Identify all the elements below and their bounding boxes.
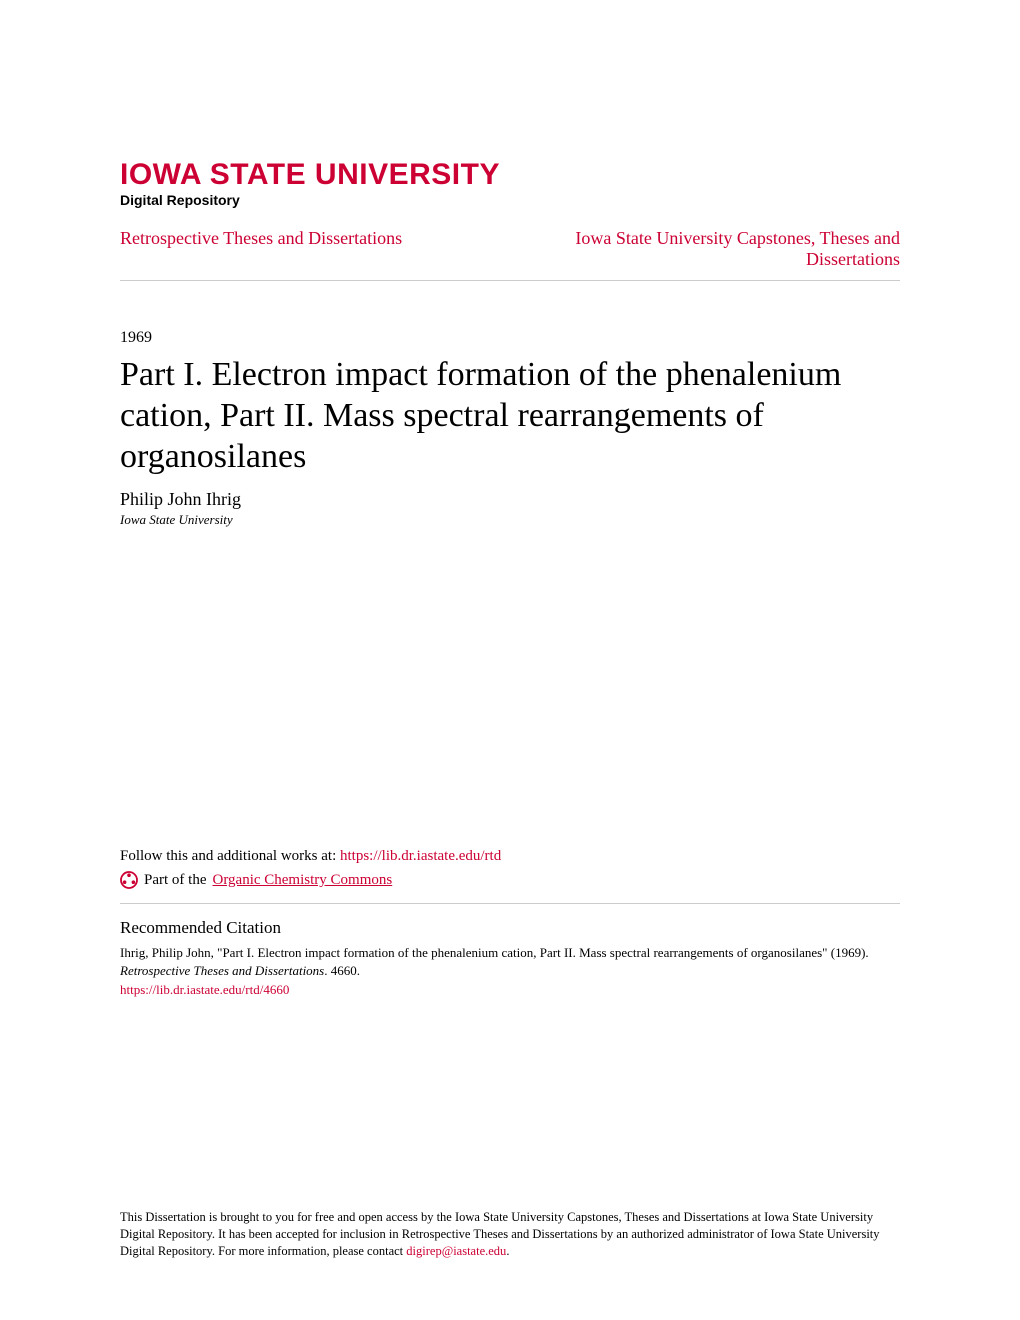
citation-url-link[interactable]: https://lib.dr.iastate.edu/rtd/4660 [120, 981, 900, 999]
footer-statement: This Dissertation is brought to you for … [120, 1209, 900, 1260]
commons-link[interactable]: Organic Chemistry Commons [212, 872, 392, 889]
follow-section: Follow this and additional works at: htt… [120, 848, 900, 904]
network-icon [120, 871, 138, 889]
logo-repository-name: Digital Repository [120, 192, 900, 208]
footer-text-part2: . [506, 1244, 509, 1258]
logo-university-name: IOWA STATE UNIVERSITY [120, 160, 900, 190]
citation-text-italic: Retrospective Theses and Dissertations [120, 963, 324, 978]
citation-heading: Recommended Citation [120, 918, 900, 938]
citation-body: Ihrig, Philip John, "Part I. Electron im… [120, 944, 900, 999]
footer-email-link[interactable]: digirep@iastate.edu [406, 1244, 506, 1258]
publication-year: 1969 [120, 329, 900, 347]
citation-text-part2: . 4660. [324, 963, 360, 978]
author-affiliation: Iowa State University [120, 512, 900, 528]
follow-url-link[interactable]: https://lib.dr.iastate.edu/rtd [340, 848, 501, 864]
repository-logo: IOWA STATE UNIVERSITY Digital Repository [120, 160, 900, 208]
collection-link-right[interactable]: Iowa State University Capstones, Theses … [540, 228, 900, 270]
breadcrumb-header: Retrospective Theses and Dissertations I… [120, 228, 900, 281]
part-of-prefix: Part of the [144, 872, 206, 889]
citation-section: Recommended Citation Ihrig, Philip John,… [120, 918, 900, 1039]
citation-text-part1: Ihrig, Philip John, "Part I. Electron im… [120, 945, 869, 960]
part-of-line: Part of the Organic Chemistry Commons [120, 871, 900, 904]
collection-link-left[interactable]: Retrospective Theses and Dissertations [120, 228, 402, 249]
document-title: Part I. Electron impact formation of the… [120, 355, 900, 477]
author-name: Philip John Ihrig [120, 489, 900, 510]
follow-line: Follow this and additional works at: htt… [120, 848, 900, 865]
follow-prefix: Follow this and additional works at: [120, 848, 340, 864]
